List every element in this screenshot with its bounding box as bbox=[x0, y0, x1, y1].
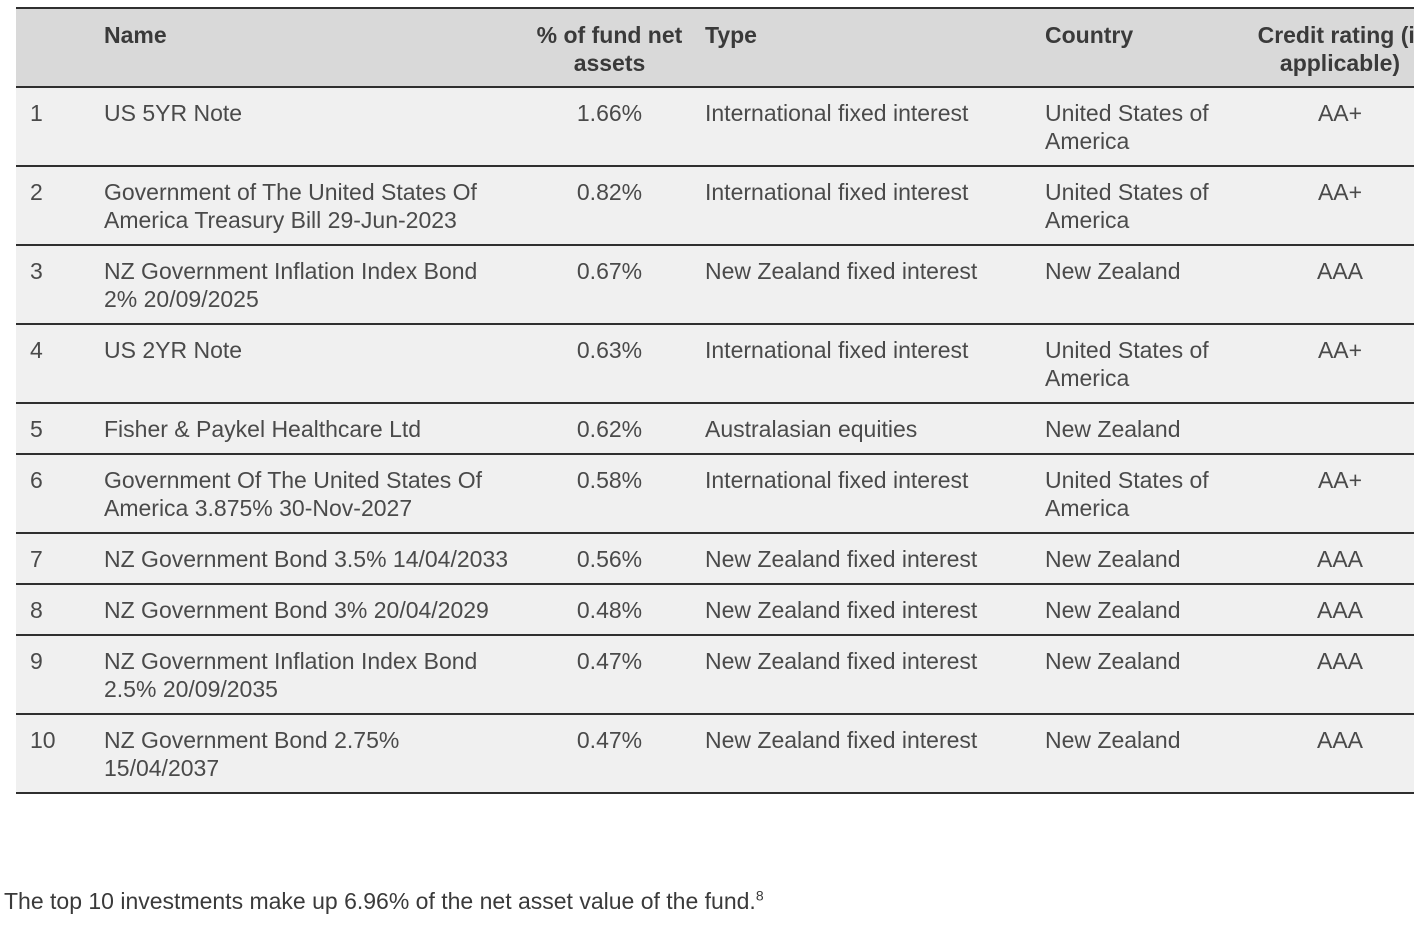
credit-rating: AA+ bbox=[1247, 324, 1414, 403]
investment-type: International fixed interest bbox=[697, 454, 1037, 533]
investment-name: NZ Government Inflation Index Bond 2.5% … bbox=[96, 635, 522, 714]
investment-type: New Zealand fixed interest bbox=[697, 714, 1037, 793]
percent-net-assets: 1.66% bbox=[522, 87, 697, 166]
investment-type: Australasian equities bbox=[697, 403, 1037, 454]
header-credit-rating: Credit rating (if applicable) bbox=[1247, 8, 1414, 87]
row-number: 7 bbox=[16, 533, 96, 584]
header-name: Name bbox=[96, 8, 522, 87]
percent-net-assets: 0.56% bbox=[522, 533, 697, 584]
investment-type: New Zealand fixed interest bbox=[697, 245, 1037, 324]
table-row: 1 US 5YR Note 1.66% International fixed … bbox=[16, 87, 1414, 166]
table-header: Name % of fund net assets Type Country C… bbox=[16, 8, 1414, 87]
table-row: 8 NZ Government Bond 3% 20/04/2029 0.48%… bbox=[16, 584, 1414, 635]
header-number bbox=[16, 8, 96, 87]
row-number: 8 bbox=[16, 584, 96, 635]
row-number: 3 bbox=[16, 245, 96, 324]
table-row: 9 NZ Government Inflation Index Bond 2.5… bbox=[16, 635, 1414, 714]
percent-net-assets: 0.67% bbox=[522, 245, 697, 324]
investment-country: United States of America bbox=[1037, 166, 1247, 245]
table-body: 1 US 5YR Note 1.66% International fixed … bbox=[16, 87, 1414, 793]
table-row: 2 Government of The United States Of Ame… bbox=[16, 166, 1414, 245]
investment-country: New Zealand bbox=[1037, 714, 1247, 793]
table-row: 10 NZ Government Bond 2.75% 15/04/2037 0… bbox=[16, 714, 1414, 793]
row-number: 9 bbox=[16, 635, 96, 714]
investment-name: NZ Government Bond 3% 20/04/2029 bbox=[96, 584, 522, 635]
footnote-text: The top 10 investments make up 6.96% of … bbox=[4, 888, 756, 914]
table-row: 4 US 2YR Note 0.63% International fixed … bbox=[16, 324, 1414, 403]
investment-type: New Zealand fixed interest bbox=[697, 584, 1037, 635]
footnote: The top 10 investments make up 6.96% of … bbox=[4, 886, 764, 916]
investment-name: NZ Government Bond 3.5% 14/04/2033 bbox=[96, 533, 522, 584]
credit-rating: AA+ bbox=[1247, 87, 1414, 166]
investment-country: United States of America bbox=[1037, 454, 1247, 533]
row-number: 2 bbox=[16, 166, 96, 245]
investment-country: United States of America bbox=[1037, 324, 1247, 403]
investment-type: New Zealand fixed interest bbox=[697, 635, 1037, 714]
top-10-investments-table: Name % of fund net assets Type Country C… bbox=[16, 7, 1414, 794]
credit-rating bbox=[1247, 403, 1414, 454]
percent-net-assets: 0.47% bbox=[522, 635, 697, 714]
investment-type: International fixed interest bbox=[697, 166, 1037, 245]
header-row: Name % of fund net assets Type Country C… bbox=[16, 8, 1414, 87]
row-number: 5 bbox=[16, 403, 96, 454]
header-type: Type bbox=[697, 8, 1037, 87]
row-number: 1 bbox=[16, 87, 96, 166]
investment-country: New Zealand bbox=[1037, 635, 1247, 714]
investment-name: Government of The United States Of Ameri… bbox=[96, 166, 522, 245]
investment-name: NZ Government Bond 2.75% 15/04/2037 bbox=[96, 714, 522, 793]
investment-country: New Zealand bbox=[1037, 245, 1247, 324]
investment-country: New Zealand bbox=[1037, 584, 1247, 635]
row-number: 10 bbox=[16, 714, 96, 793]
credit-rating: AAA bbox=[1247, 714, 1414, 793]
header-country: Country bbox=[1037, 8, 1247, 87]
credit-rating: AAA bbox=[1247, 533, 1414, 584]
investment-country: United States of America bbox=[1037, 87, 1247, 166]
investment-name: US 5YR Note bbox=[96, 87, 522, 166]
investment-country: New Zealand bbox=[1037, 533, 1247, 584]
table-row: 3 NZ Government Inflation Index Bond 2% … bbox=[16, 245, 1414, 324]
row-number: 6 bbox=[16, 454, 96, 533]
investment-type: New Zealand fixed interest bbox=[697, 533, 1037, 584]
credit-rating: AAA bbox=[1247, 584, 1414, 635]
investment-name: NZ Government Inflation Index Bond 2% 20… bbox=[96, 245, 522, 324]
table-row: 5 Fisher & Paykel Healthcare Ltd 0.62% A… bbox=[16, 403, 1414, 454]
investment-name: Fisher & Paykel Healthcare Ltd bbox=[96, 403, 522, 454]
credit-rating: AAA bbox=[1247, 635, 1414, 714]
investment-name: US 2YR Note bbox=[96, 324, 522, 403]
footnote-marker: 8 bbox=[755, 887, 764, 904]
credit-rating: AA+ bbox=[1247, 454, 1414, 533]
percent-net-assets: 0.63% bbox=[522, 324, 697, 403]
percent-net-assets: 0.58% bbox=[522, 454, 697, 533]
investment-type: International fixed interest bbox=[697, 87, 1037, 166]
table-row: 7 NZ Government Bond 3.5% 14/04/2033 0.5… bbox=[16, 533, 1414, 584]
row-number: 4 bbox=[16, 324, 96, 403]
credit-rating: AA+ bbox=[1247, 166, 1414, 245]
table-row: 6 Government Of The United States Of Ame… bbox=[16, 454, 1414, 533]
investment-country: New Zealand bbox=[1037, 403, 1247, 454]
holdings-table-wrapper: Name % of fund net assets Type Country C… bbox=[16, 7, 1414, 794]
percent-net-assets: 0.82% bbox=[522, 166, 697, 245]
percent-net-assets: 0.48% bbox=[522, 584, 697, 635]
percent-net-assets: 0.47% bbox=[522, 714, 697, 793]
investment-type: International fixed interest bbox=[697, 324, 1037, 403]
investment-name: Government Of The United States Of Ameri… bbox=[96, 454, 522, 533]
credit-rating: AAA bbox=[1247, 245, 1414, 324]
percent-net-assets: 0.62% bbox=[522, 403, 697, 454]
header-percent-net-assets: % of fund net assets bbox=[522, 8, 697, 87]
